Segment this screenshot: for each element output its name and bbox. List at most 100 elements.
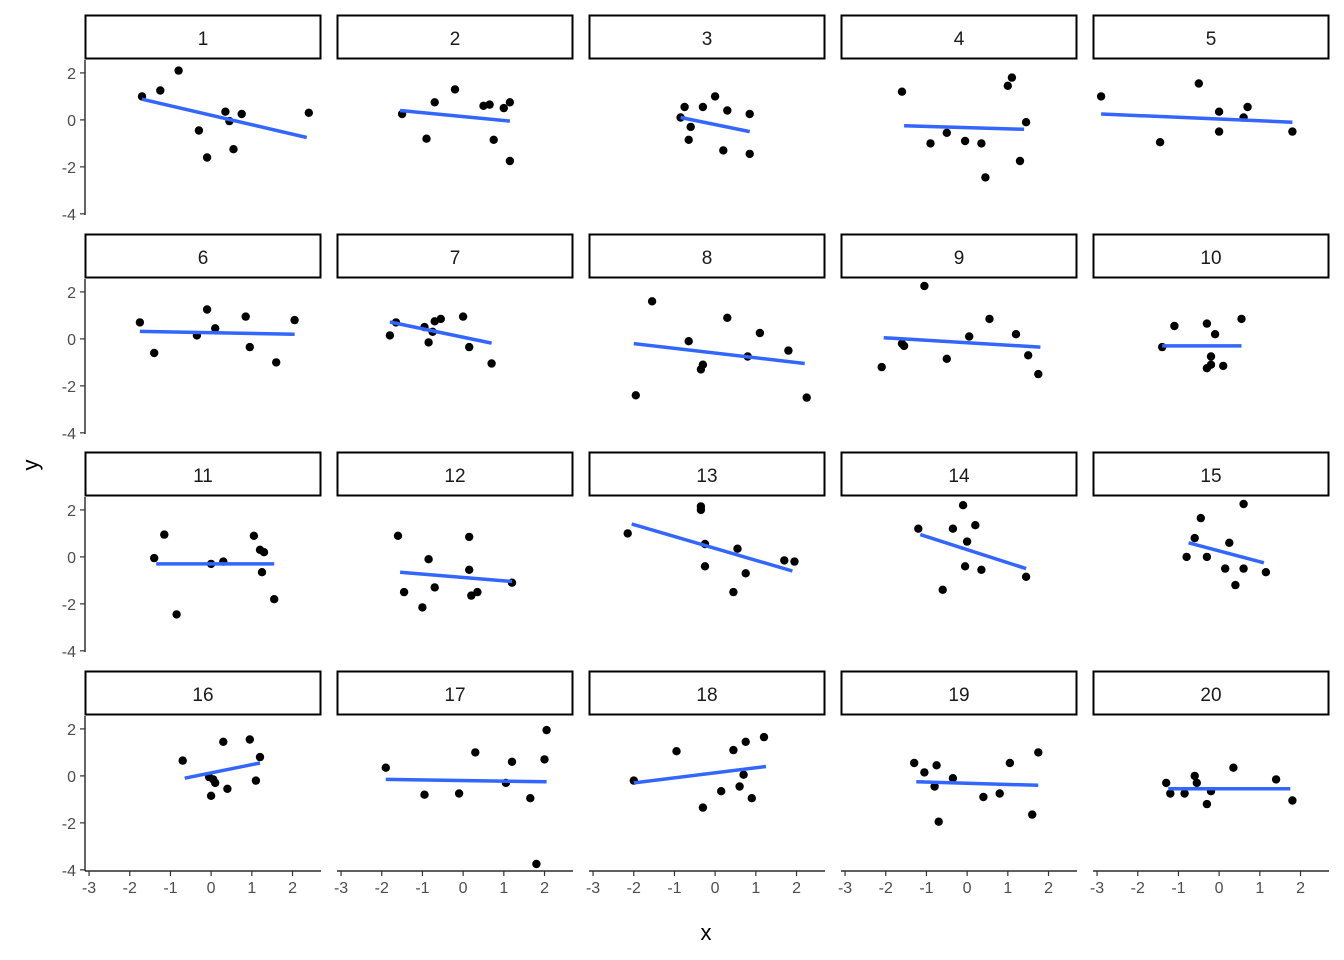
data-point bbox=[1023, 351, 1033, 360]
x-axis-col-2: -3 -2 -1 0 1 2 bbox=[334, 870, 573, 897]
data-point bbox=[914, 524, 923, 533]
data-point bbox=[1206, 352, 1216, 361]
data-point bbox=[960, 562, 970, 571]
data-point bbox=[450, 85, 460, 94]
x-tick-label: 2 bbox=[540, 880, 549, 897]
regression-line bbox=[919, 532, 1027, 571]
regression-line bbox=[883, 335, 1041, 349]
data-point bbox=[422, 134, 431, 143]
facet-strip-label: 17 bbox=[444, 685, 465, 706]
data-point bbox=[385, 331, 395, 340]
facet-strip-label: 6 bbox=[198, 248, 209, 269]
data-point bbox=[156, 86, 165, 95]
data-point bbox=[160, 530, 169, 539]
data-point bbox=[710, 92, 720, 101]
facet-strip bbox=[588, 670, 826, 716]
data-point bbox=[930, 782, 939, 791]
data-point bbox=[1271, 775, 1281, 784]
facet-panel-9: 9 bbox=[840, 233, 1078, 379]
y-tick-label: -4 bbox=[62, 863, 76, 880]
data-point bbox=[1192, 778, 1202, 788]
data-point bbox=[272, 358, 281, 367]
y-tick-label: 2 bbox=[67, 503, 76, 520]
data-point bbox=[985, 314, 994, 324]
data-point bbox=[942, 354, 951, 363]
data-point bbox=[424, 555, 433, 564]
facet-panel-11: 11 bbox=[84, 451, 322, 619]
data-point bbox=[729, 587, 738, 597]
data-point bbox=[249, 531, 259, 540]
data-point bbox=[759, 732, 769, 742]
data-point bbox=[458, 312, 468, 321]
data-point bbox=[960, 136, 970, 146]
data-point bbox=[932, 761, 941, 770]
data-point bbox=[1182, 552, 1191, 562]
data-point bbox=[965, 332, 974, 341]
facet-strip bbox=[1092, 14, 1330, 60]
x-tick-label: 1 bbox=[751, 880, 760, 897]
data-point bbox=[381, 763, 390, 772]
data-point bbox=[1210, 330, 1220, 339]
data-point bbox=[1214, 107, 1224, 116]
data-point bbox=[680, 102, 689, 112]
data-point bbox=[723, 313, 732, 322]
facet-panel-16: 16 bbox=[84, 670, 322, 800]
y-tick-label: 0 bbox=[67, 550, 76, 567]
x-tick-label: -3 bbox=[334, 880, 348, 897]
regression-line bbox=[184, 761, 261, 780]
data-point bbox=[1288, 796, 1297, 805]
data-point bbox=[723, 106, 732, 115]
y-tick-label: 2 bbox=[67, 722, 76, 739]
data-point bbox=[631, 391, 640, 400]
regression-line bbox=[399, 570, 513, 584]
data-point bbox=[717, 787, 726, 796]
x-tick-label: 1 bbox=[1003, 880, 1012, 897]
facet-strip bbox=[336, 670, 574, 716]
data-point bbox=[1011, 330, 1021, 339]
facet-strip-label: 16 bbox=[192, 685, 213, 706]
data-point bbox=[255, 752, 265, 762]
x-tick-label: 2 bbox=[1044, 880, 1053, 897]
data-point bbox=[489, 135, 498, 144]
data-point bbox=[1194, 79, 1204, 88]
x-tick-label: 2 bbox=[288, 880, 297, 897]
data-point bbox=[1034, 748, 1043, 757]
data-point bbox=[1239, 499, 1248, 509]
data-point bbox=[698, 102, 708, 112]
facet-strip-label: 1 bbox=[198, 29, 209, 50]
facet-strip-label: 2 bbox=[450, 29, 461, 50]
data-point bbox=[934, 817, 943, 826]
facet-panel-2: 2 bbox=[336, 14, 574, 166]
data-point bbox=[686, 122, 695, 132]
data-point bbox=[467, 591, 476, 600]
x-tick-label: 2 bbox=[792, 880, 801, 897]
data-point bbox=[505, 98, 515, 107]
x-axis-col-4: -3 -2 -1 0 1 2 bbox=[838, 870, 1077, 897]
y-axis-row-4: -4 -2 0 2 bbox=[62, 716, 86, 880]
y-tick-label: -4 bbox=[62, 426, 76, 443]
y-tick-label: -2 bbox=[62, 160, 76, 177]
data-point bbox=[1261, 568, 1271, 577]
facet-strip bbox=[588, 233, 826, 279]
data-point bbox=[202, 305, 212, 314]
regression-line bbox=[904, 124, 1025, 132]
data-point bbox=[647, 297, 657, 306]
data-point bbox=[1243, 102, 1252, 112]
data-point bbox=[229, 145, 238, 154]
data-point bbox=[1190, 533, 1199, 543]
data-point bbox=[1155, 138, 1165, 147]
facet-strip bbox=[588, 14, 826, 60]
data-point bbox=[977, 565, 986, 574]
data-point bbox=[150, 348, 159, 358]
y-tick-label: -2 bbox=[62, 816, 76, 833]
x-tick-label: 0 bbox=[459, 880, 468, 897]
regression-line bbox=[385, 777, 547, 784]
data-point bbox=[899, 341, 909, 351]
data-point bbox=[938, 585, 947, 594]
regression-line bbox=[916, 780, 1039, 788]
regression-line bbox=[139, 329, 295, 336]
data-point bbox=[784, 346, 793, 355]
data-point bbox=[424, 338, 433, 347]
